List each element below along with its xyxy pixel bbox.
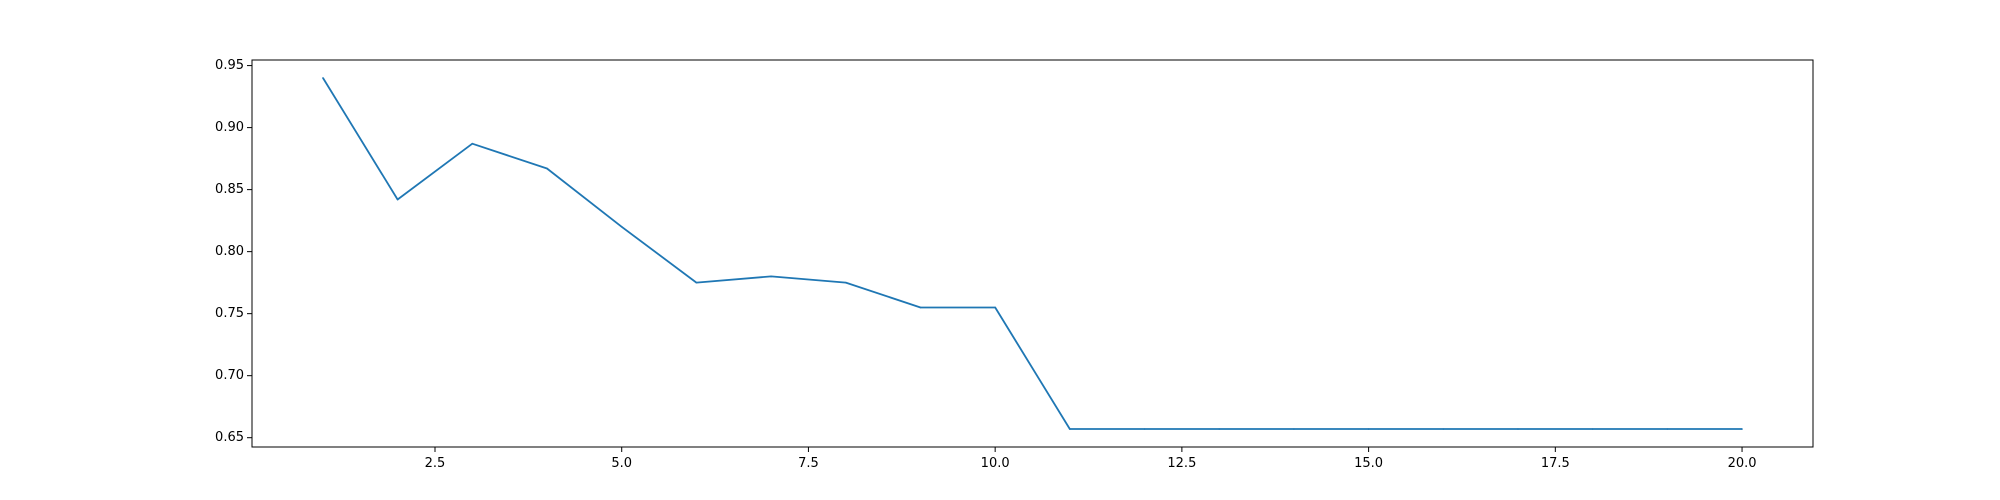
data-point bbox=[1293, 428, 1295, 430]
y-axis: 0.65 0.70 0.75 0.80 0.85 0.90 0.95 bbox=[215, 58, 252, 445]
x-tick-label: 15.0 bbox=[1354, 456, 1383, 471]
data-point bbox=[1218, 428, 1221, 430]
data-point bbox=[770, 275, 772, 278]
y-tick-label: 0.85 bbox=[215, 182, 244, 197]
y-tick-label: 0.70 bbox=[215, 368, 244, 383]
data-point bbox=[620, 226, 623, 228]
data-point bbox=[322, 77, 324, 79]
data-point bbox=[546, 167, 548, 170]
data-point bbox=[1143, 428, 1146, 430]
y-tick-label: 0.80 bbox=[215, 244, 244, 259]
data-point bbox=[1591, 428, 1594, 430]
data-point bbox=[994, 306, 996, 309]
x-tick-label: 2.5 bbox=[425, 456, 446, 471]
data-point bbox=[1069, 428, 1071, 430]
data-point bbox=[1367, 428, 1370, 430]
x-tick-label: 17.5 bbox=[1541, 456, 1570, 471]
series-layer bbox=[322, 77, 1743, 430]
data-point bbox=[396, 198, 399, 201]
x-tick-label: 10.0 bbox=[981, 456, 1010, 471]
data-point bbox=[471, 142, 474, 145]
plot-frame bbox=[251, 59, 1814, 448]
x-axis: 2.5 5.0 7.5 10.0 12.5 15.0 17.5 20.0 bbox=[425, 447, 1757, 471]
series-line bbox=[322, 77, 1742, 430]
y-tick-label: 0.90 bbox=[215, 120, 244, 135]
y-tick-label: 0.95 bbox=[215, 58, 244, 73]
x-tick-label: 20.0 bbox=[1728, 456, 1757, 471]
x-tick-label: 5.0 bbox=[611, 456, 632, 471]
data-point bbox=[695, 281, 698, 284]
x-tick-label: 12.5 bbox=[1167, 456, 1196, 471]
data-point bbox=[919, 306, 922, 309]
data-point bbox=[1666, 428, 1669, 430]
y-tick-label: 0.75 bbox=[215, 306, 244, 321]
data-point bbox=[1741, 428, 1743, 430]
data-point bbox=[1442, 428, 1445, 430]
data-point bbox=[844, 281, 847, 284]
y-tick-label: 0.65 bbox=[215, 430, 244, 445]
x-tick-label: 7.5 bbox=[798, 456, 819, 471]
data-point bbox=[1517, 428, 1519, 430]
